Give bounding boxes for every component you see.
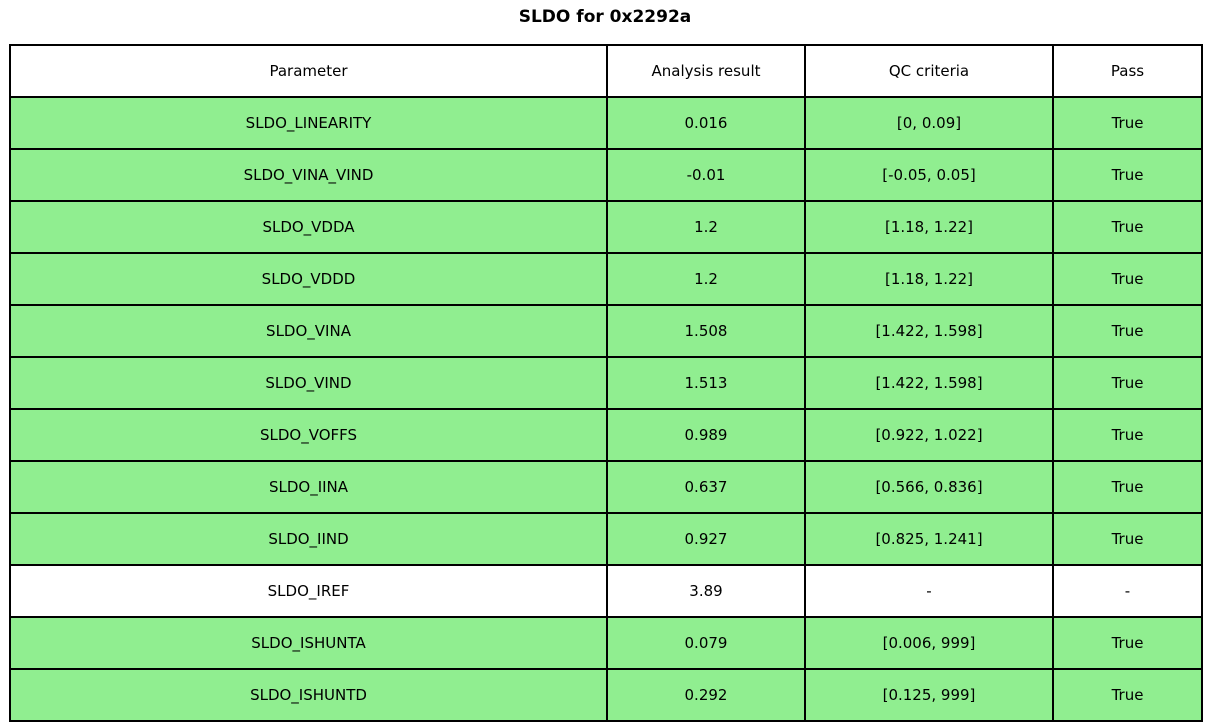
analysis-result-cell: 0.079 xyxy=(606,616,806,670)
table-row: SLDO_IIND 0.927 [0.825, 1.241] True xyxy=(9,512,1203,566)
parameter-cell: SLDO_LINEARITY xyxy=(9,96,608,150)
qc-criteria-cell: [1.18, 1.22] xyxy=(804,200,1054,254)
analysis-result-cell: 1.2 xyxy=(606,200,806,254)
table-row: SLDO_VINA 1.508 [1.422, 1.598] True xyxy=(9,304,1203,358)
parameter-cell: SLDO_VDDA xyxy=(9,200,608,254)
table-row: SLDO_VDDA 1.2 [1.18, 1.22] True xyxy=(9,200,1203,254)
parameter-cell: SLDO_VIND xyxy=(9,356,608,410)
qc-criteria-cell: [0.006, 999] xyxy=(804,616,1054,670)
page-title: SLDO for 0x2292a xyxy=(518,7,692,27)
column-header-qc-criteria: QC criteria xyxy=(804,44,1054,98)
analysis-result-cell: -0.01 xyxy=(606,148,806,202)
analysis-result-cell: 0.637 xyxy=(606,460,806,514)
qc-criteria-cell: [0.922, 1.022] xyxy=(804,408,1054,462)
analysis-result-cell: 1.508 xyxy=(606,304,806,358)
table-row: SLDO_LINEARITY 0.016 [0, 0.09] True xyxy=(9,96,1203,150)
column-header-analysis-result: Analysis result xyxy=(606,44,806,98)
header-row: Parameter Analysis result QC criteria Pa… xyxy=(9,44,1203,98)
qc-criteria-cell: [1.422, 1.598] xyxy=(804,304,1054,358)
table-row: SLDO_ISHUNTA 0.079 [0.006, 999] True xyxy=(9,616,1203,670)
pass-cell: True xyxy=(1052,460,1203,514)
pass-cell: - xyxy=(1052,564,1203,618)
table-row: SLDO_IINA 0.637 [0.566, 0.836] True xyxy=(9,460,1203,514)
table-row: SLDO_VOFFS 0.989 [0.922, 1.022] True xyxy=(9,408,1203,462)
pass-cell: True xyxy=(1052,512,1203,566)
qc-criteria-cell: [0.566, 0.836] xyxy=(804,460,1054,514)
table-row: SLDO_VINA_VIND -0.01 [-0.05, 0.05] True xyxy=(9,148,1203,202)
analysis-result-cell: 0.292 xyxy=(606,668,806,722)
qc-criteria-cell: [1.18, 1.22] xyxy=(804,252,1054,306)
pass-cell: True xyxy=(1052,616,1203,670)
qc-criteria-cell: [0.125, 999] xyxy=(804,668,1054,722)
parameter-cell: SLDO_VOFFS xyxy=(9,408,608,462)
parameter-cell: SLDO_IINA xyxy=(9,460,608,514)
pass-cell: True xyxy=(1052,668,1203,722)
parameter-cell: SLDO_ISHUNTD xyxy=(9,668,608,722)
parameter-cell: SLDO_ISHUNTA xyxy=(9,616,608,670)
table-body: SLDO_LINEARITY 0.016 [0, 0.09] True SLDO_VIN… xyxy=(9,96,1203,722)
qc-criteria-cell: [0.825, 1.241] xyxy=(804,512,1054,566)
column-header-pass: Pass xyxy=(1052,44,1203,98)
analysis-result-cell: 0.927 xyxy=(606,512,806,566)
pass-cell: True xyxy=(1052,148,1203,202)
pass-cell: True xyxy=(1052,356,1203,410)
parameter-cell: SLDO_IIND xyxy=(9,512,608,566)
analysis-result-cell: 0.016 xyxy=(606,96,806,150)
qc-criteria-cell: [-0.05, 0.05] xyxy=(804,148,1054,202)
pass-cell: True xyxy=(1052,200,1203,254)
analysis-result-cell: 1.2 xyxy=(606,252,806,306)
qc-criteria-cell: [1.422, 1.598] xyxy=(804,356,1054,410)
pass-cell: True xyxy=(1052,304,1203,358)
parameter-cell: SLDO_VINA_VIND xyxy=(9,148,608,202)
table-row: SLDO_VDDD 1.2 [1.18, 1.22] True xyxy=(9,252,1203,306)
pass-cell: True xyxy=(1052,96,1203,150)
parameter-cell: SLDO_VINA xyxy=(9,304,608,358)
analysis-result-cell: 0.989 xyxy=(606,408,806,462)
parameter-cell: SLDO_IREF xyxy=(9,564,608,618)
qc-results-table: Parameter Analysis result QC criteria Pa… xyxy=(9,44,1203,722)
qc-criteria-cell: [0, 0.09] xyxy=(804,96,1054,150)
analysis-result-cell: 1.513 xyxy=(606,356,806,410)
column-header-parameter: Parameter xyxy=(9,44,608,98)
parameter-cell: SLDO_VDDD xyxy=(9,252,608,306)
qc-criteria-cell: - xyxy=(804,564,1054,618)
table-row: SLDO_IREF 3.89- - xyxy=(9,564,1203,618)
table-row: SLDO_VIND 1.513 [1.422, 1.598] True xyxy=(9,356,1203,410)
analysis-result-cell: 3.89 xyxy=(606,564,806,618)
table-row: SLDO_ISHUNTD 0.292 [0.125, 999] True xyxy=(9,668,1203,722)
pass-cell: True xyxy=(1052,252,1203,306)
table-header: Parameter Analysis result QC criteria Pa… xyxy=(9,44,1203,98)
pass-cell: True xyxy=(1052,408,1203,462)
